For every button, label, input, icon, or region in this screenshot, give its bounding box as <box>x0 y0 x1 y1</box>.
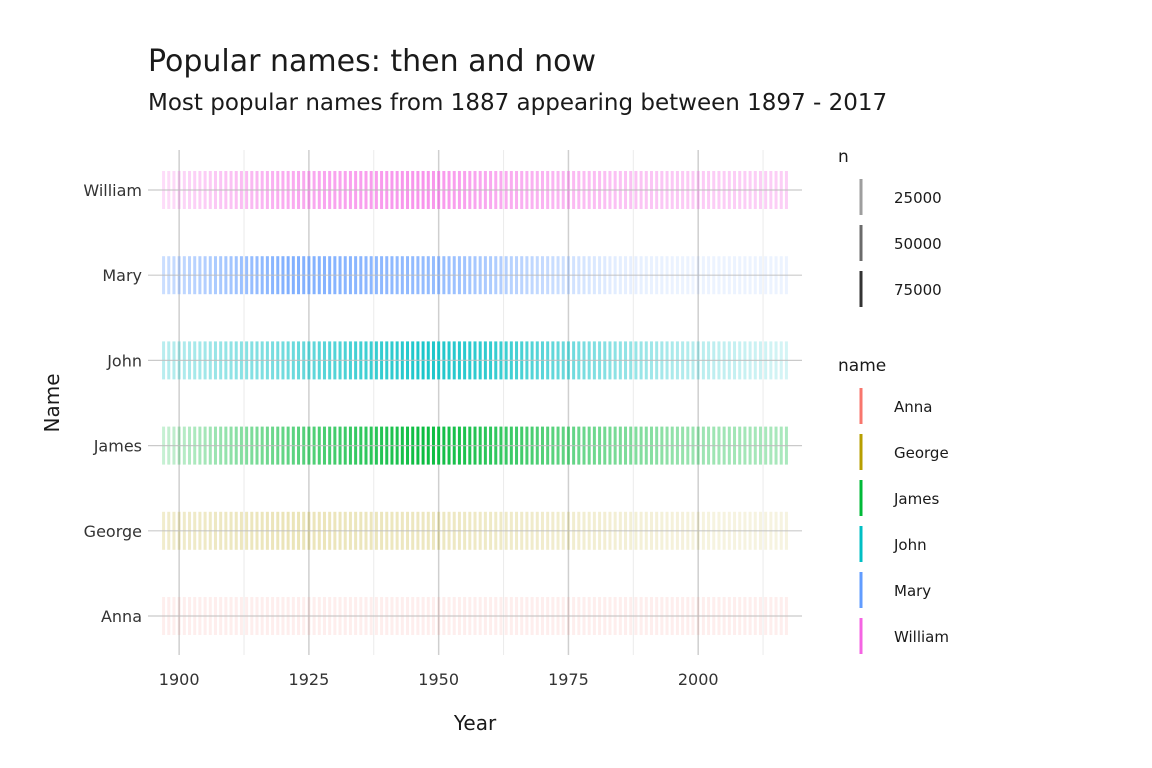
legend-n-label: 50000 <box>894 235 942 253</box>
legend-n-title: n <box>838 147 849 167</box>
chart-title: Popular names: then and now <box>148 44 597 79</box>
y-axis-ticks: Anna George James John Mary William <box>83 181 142 626</box>
x-tick-label: 1925 <box>289 670 330 689</box>
legend-n-label: 75000 <box>894 281 942 299</box>
x-tick-label: 1900 <box>159 670 200 689</box>
legend-n-label: 25000 <box>894 189 942 207</box>
y-tick-label: James <box>93 437 142 456</box>
tile-bars <box>148 171 802 635</box>
x-tick-label: 1975 <box>548 670 589 689</box>
x-axis-ticks: 1900 1925 1950 1975 2000 <box>159 670 719 689</box>
y-tick-label: Mary <box>102 266 142 285</box>
x-tick-label: 1950 <box>418 670 459 689</box>
legend-name-label: Mary <box>894 582 931 600</box>
legend-name-label: James <box>893 490 939 508</box>
legend-name-label: Anna <box>894 398 932 416</box>
x-tick-label: 2000 <box>678 670 719 689</box>
x-axis-title: Year <box>453 711 497 735</box>
y-tick-label: George <box>84 522 142 541</box>
legend-n: n 25000 50000 75000 <box>838 147 942 307</box>
legend-name-label: William <box>894 628 949 646</box>
y-axis-title: Name <box>40 373 64 432</box>
grid-lines <box>178 150 764 655</box>
legend-name: name Anna George James John Mary William <box>838 356 949 654</box>
legend-name-title: name <box>838 356 886 376</box>
y-tick-label: Anna <box>101 607 142 626</box>
legend-name-label: George <box>894 444 949 462</box>
y-tick-label: William <box>83 181 142 200</box>
y-tick-label: John <box>106 351 142 370</box>
chart-subtitle: Most popular names from 1887 appearing b… <box>148 90 888 116</box>
legend-name-label: John <box>893 536 927 554</box>
